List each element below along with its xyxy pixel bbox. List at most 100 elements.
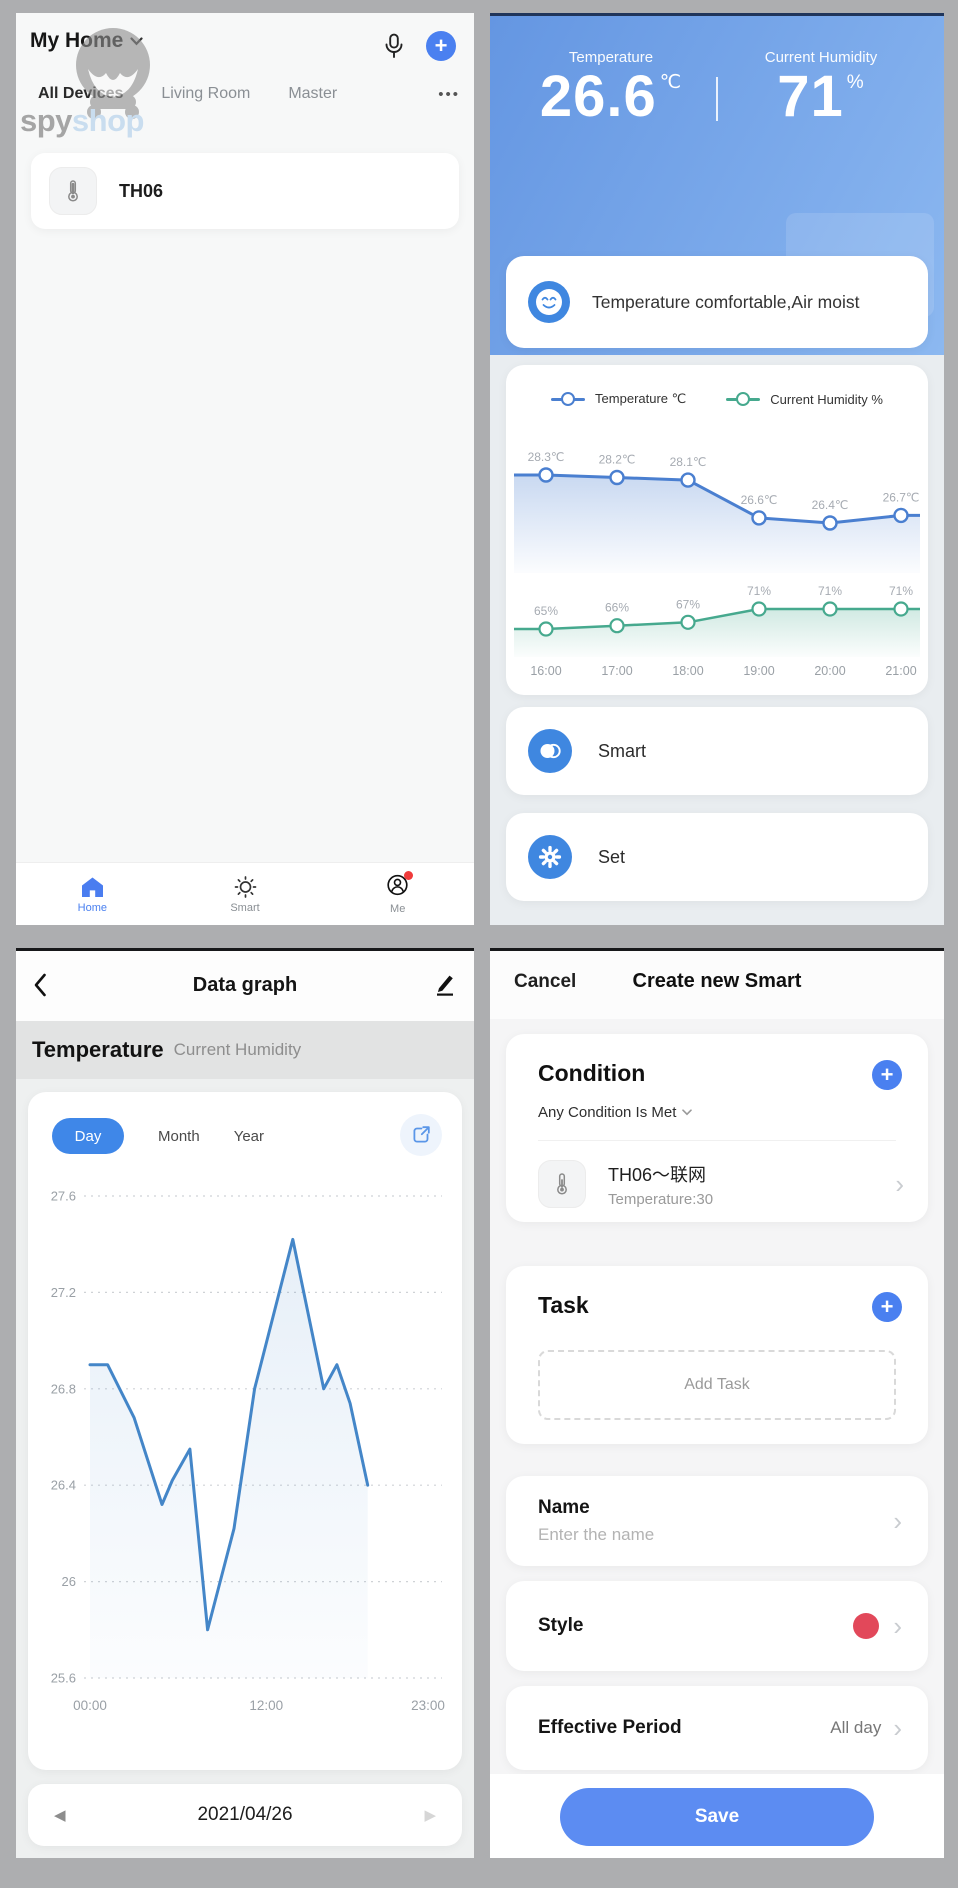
humidity-reading: Current Humidity 71% (726, 49, 916, 129)
name-title: Name (538, 1497, 590, 1518)
set-row-label: Set (598, 846, 626, 867)
chart-legend: Temperature ℃ Current Humidity % (506, 365, 928, 407)
svg-text:26.8: 26.8 (51, 1381, 76, 1396)
svg-text:28.1℃: 28.1℃ (670, 455, 707, 469)
chevron-down-icon (130, 36, 143, 45)
series-tab-humidity[interactable]: Current Humidity (173, 1040, 302, 1059)
smart-row[interactable]: Smart (506, 707, 928, 795)
condition-device-row[interactable]: TH06～联网 Temperature:30 › (538, 1158, 904, 1210)
name-placeholder: Enter the name (538, 1525, 655, 1544)
thermometer-icon (538, 1160, 586, 1208)
plus-icon: + (880, 1062, 894, 1087)
style-color-swatch (853, 1613, 880, 1639)
more-tabs-icon[interactable]: ••• (438, 85, 460, 103)
svg-text:26: 26 (62, 1574, 76, 1589)
range-tab-day[interactable]: Day (52, 1118, 124, 1154)
divider (538, 1140, 896, 1141)
style-row[interactable]: Style › (506, 1581, 928, 1671)
add-task-button[interactable]: Add Task (538, 1350, 896, 1420)
svg-text:12:00: 12:00 (249, 1698, 283, 1713)
watermark-shop: shop (71, 103, 145, 138)
device-name: TH06 (119, 180, 164, 201)
temperature-reading: Temperature 26.6 ℃ (516, 49, 706, 129)
add-device-button[interactable]: + (426, 31, 456, 61)
chevron-right-icon: › (893, 1506, 902, 1536)
toggle-icon (528, 729, 572, 773)
export-button[interactable] (400, 1114, 442, 1156)
save-button[interactable]: Save (560, 1788, 874, 1846)
previous-day-icon[interactable]: ◀ (54, 1807, 66, 1824)
create-smart-header: Cancel Create new Smart (490, 951, 944, 1019)
svg-text:00:00: 00:00 (73, 1698, 107, 1713)
range-tabs: Day Month Year (52, 1114, 442, 1156)
tab-all-devices[interactable]: All Devices (38, 85, 124, 102)
svg-text:26.4: 26.4 (51, 1478, 76, 1493)
svg-text:67%: 67% (676, 597, 700, 611)
svg-text:66%: 66% (605, 601, 629, 615)
temperature-value: 26.6 (539, 64, 657, 129)
series-tab-temperature[interactable]: Temperature (32, 1037, 164, 1062)
screen-top-border (490, 948, 944, 951)
page-title: Create new Smart (632, 970, 802, 992)
comfort-status-text: Temperature comfortable,Air moist (592, 291, 860, 312)
legend-humidity-marker (726, 397, 761, 401)
nav-me-label: Me (390, 903, 406, 915)
set-row[interactable]: Set (506, 813, 928, 901)
edit-button[interactable] (430, 972, 456, 1003)
home-header: My Home + (30, 29, 460, 69)
svg-text:19:00: 19:00 (743, 664, 774, 678)
humidity-value: 71 (777, 64, 844, 129)
svg-text:71%: 71% (889, 584, 913, 598)
tab-master[interactable]: Master (288, 85, 338, 102)
add-task-plus-button[interactable]: + (872, 1292, 902, 1322)
microphone-icon[interactable] (382, 33, 406, 59)
save-label: Save (694, 1806, 740, 1827)
device-card-th06[interactable]: TH06 (31, 153, 459, 229)
notification-badge (404, 871, 414, 880)
home-screen: My Home + All Devices Living Room Master… (16, 13, 474, 925)
create-smart-screen: Cancel Create new Smart Condition + Any … (490, 948, 944, 1858)
thermometer-icon (49, 167, 97, 215)
back-chevron-icon (34, 973, 46, 997)
period-value: All day (830, 1718, 882, 1737)
condition-subtitle-dropdown[interactable]: Any Condition Is Met (538, 1104, 693, 1121)
svg-text:21:00: 21:00 (885, 664, 916, 678)
range-tab-year[interactable]: Year (233, 1127, 265, 1145)
chevron-right-icon: › (893, 1611, 902, 1641)
svg-text:27.6: 27.6 (51, 1189, 76, 1204)
legend-humidity-label: Current Humidity % (770, 391, 883, 407)
back-button[interactable] (32, 972, 48, 1003)
svg-text:17:00: 17:00 (601, 664, 632, 678)
style-title: Style (538, 1615, 584, 1636)
condition-card: Condition + Any Condition Is Met TH06～联网… (506, 1034, 928, 1222)
chevron-right-icon: › (893, 1713, 902, 1743)
temperature-unit: ℃ (659, 72, 683, 93)
footer: Save (490, 1774, 944, 1858)
person-icon (387, 874, 408, 896)
svg-text:26.7℃: 26.7℃ (883, 490, 920, 504)
condition-title: Condition (538, 1060, 646, 1086)
plus-icon: + (880, 1294, 894, 1319)
range-tab-month[interactable]: Month (158, 1127, 200, 1145)
effective-period-row[interactable]: Effective Period All day › (506, 1686, 928, 1770)
next-day-icon[interactable]: ▶ (424, 1807, 436, 1824)
history-line-chart: 28.3℃ 28.2℃ 28.1℃ 26.6℃ 26.4℃ 26.7℃ 65% 66% 67% 7… (514, 450, 920, 678)
svg-text:18:00: 18:00 (672, 664, 703, 678)
name-row[interactable]: Name Enter the name › (506, 1476, 928, 1566)
home-selector[interactable]: My Home (30, 29, 143, 53)
svg-text:27.2: 27.2 (51, 1285, 76, 1300)
humidity-unit: % (846, 72, 865, 93)
svg-text:65%: 65% (534, 604, 558, 618)
add-condition-button[interactable]: + (872, 1060, 902, 1090)
nav-me[interactable]: Me (321, 863, 474, 925)
nav-home[interactable]: Home (16, 863, 169, 925)
history-chart-card: Temperature ℃ Current Humidity % 28.3℃ 28… (506, 365, 928, 695)
home-title: My Home (30, 29, 124, 52)
tab-living-room[interactable]: Living Room (161, 85, 251, 102)
nav-smart[interactable]: Smart (169, 863, 322, 925)
plus-icon: + (434, 33, 448, 58)
svg-text:25.6: 25.6 (51, 1671, 76, 1686)
header-divider (716, 77, 718, 121)
svg-text:23:00: 23:00 (411, 1698, 445, 1713)
cancel-button[interactable]: Cancel (514, 971, 577, 992)
